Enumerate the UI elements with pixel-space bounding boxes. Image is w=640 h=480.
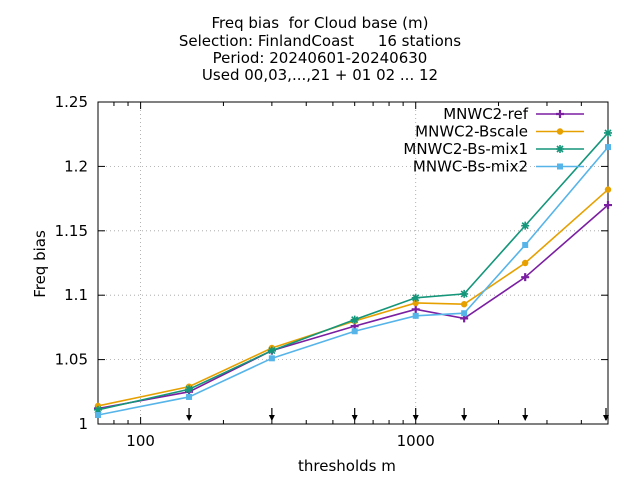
chart-title-line-3: Period: 20240601-20240630 — [212, 49, 428, 67]
series-point — [521, 273, 530, 282]
y-tick-label: 1.1 — [64, 286, 88, 304]
series-line — [97, 132, 609, 411]
y-tick-label: 1.2 — [64, 157, 88, 175]
series-point — [604, 186, 612, 193]
series-3 — [94, 128, 612, 414]
series-point — [94, 405, 102, 414]
legend-label: MNWC2-Bscale — [415, 123, 528, 141]
series-point — [351, 328, 358, 335]
series-point — [412, 312, 419, 319]
chart-title-line-2: Selection: FinlandCoast 16 stations — [178, 32, 462, 50]
series-point — [268, 355, 275, 362]
legend-label: MNWC-Bs-mix2 — [413, 158, 528, 176]
series-point — [460, 289, 469, 298]
plot-frame — [97, 101, 609, 425]
series-point — [522, 241, 529, 248]
series-point — [556, 145, 564, 153]
series-line — [97, 146, 609, 416]
y-tick-label: 1.25 — [55, 93, 88, 111]
y-tick-label: 1.15 — [55, 222, 88, 240]
series-point — [267, 346, 276, 355]
chart-title-line-1: Freq bias for Cloud base (m) — [211, 14, 429, 32]
series-4 — [95, 144, 611, 418]
series-point — [350, 315, 359, 324]
series-point — [604, 201, 612, 210]
series-point — [521, 259, 529, 267]
threshold-arrow-head — [461, 415, 468, 421]
series-point — [411, 305, 420, 314]
legend-label: MNWC2-ref — [443, 105, 528, 123]
x-tick-label: 100 — [126, 432, 155, 450]
series-1 — [94, 201, 612, 413]
threshold-arrow-head — [603, 415, 609, 421]
series-point — [556, 128, 564, 135]
y-tick-label: 1 — [78, 415, 88, 433]
series-point — [557, 163, 563, 170]
series-point — [411, 293, 420, 302]
threshold-arrow-head — [351, 415, 358, 421]
series-line — [97, 188, 609, 407]
threshold-arrow-head — [522, 415, 529, 421]
series-point — [185, 385, 194, 394]
x-tick-label: 1000 — [397, 432, 435, 450]
series-point — [460, 301, 468, 308]
chart-title-line-4: Used 00,03,...,21 + 01 02 ... 12 — [201, 66, 439, 84]
series-point — [521, 221, 530, 230]
series-point — [604, 128, 612, 137]
series-point — [461, 310, 468, 317]
series-point — [95, 411, 101, 418]
series-point — [412, 299, 419, 307]
y-tick-label: 1.05 — [55, 351, 88, 369]
threshold-arrow-head — [268, 415, 275, 421]
series-point — [605, 144, 611, 151]
y-axis-label: Freq bias — [30, 230, 49, 298]
threshold-arrow-head — [412, 415, 419, 421]
legend-label: MNWC2-Bs-mix1 — [403, 140, 528, 158]
series-line — [97, 204, 609, 410]
threshold-arrow-head — [186, 415, 193, 421]
series-point — [186, 393, 193, 400]
series-2 — [94, 186, 612, 410]
series-point — [556, 110, 564, 118]
x-axis-label: thresholds m — [298, 457, 396, 475]
